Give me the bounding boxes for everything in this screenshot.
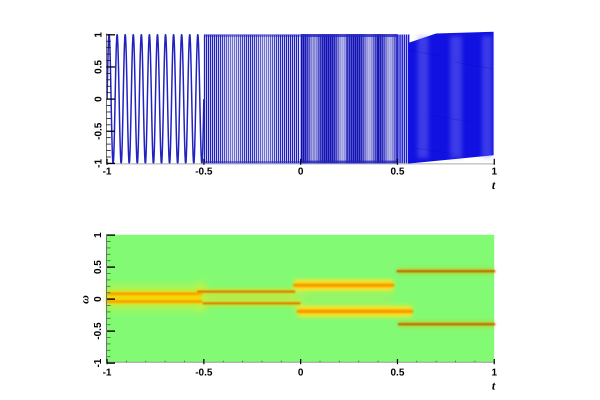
svg-text:1: 1 [491, 367, 497, 378]
svg-text:1: 1 [491, 166, 497, 177]
svg-text:0: 0 [93, 96, 104, 102]
svg-text:0: 0 [298, 367, 304, 378]
svg-text:t: t [492, 178, 496, 192]
svg-text:1: 1 [93, 232, 104, 238]
svg-text:ω: ω [78, 295, 92, 304]
svg-text:0.5: 0.5 [390, 166, 404, 177]
svg-text:-1: -1 [93, 358, 104, 367]
svg-text:-0.5: -0.5 [195, 367, 213, 378]
svg-text:-0.5: -0.5 [93, 122, 104, 140]
svg-text:-1: -1 [103, 367, 112, 378]
svg-text:0.5: 0.5 [93, 260, 104, 274]
svg-text:t: t [492, 378, 496, 392]
svg-text:-0.5: -0.5 [93, 322, 104, 340]
svg-text:-1: -1 [93, 159, 104, 168]
svg-text:0: 0 [298, 166, 304, 177]
svg-text:0.5: 0.5 [390, 367, 404, 378]
svg-text:-0.5: -0.5 [195, 166, 213, 177]
svg-text:0: 0 [93, 296, 104, 302]
svg-text:1: 1 [93, 32, 104, 38]
svg-text:-1: -1 [103, 166, 112, 177]
svg-text:0.5: 0.5 [93, 60, 104, 74]
